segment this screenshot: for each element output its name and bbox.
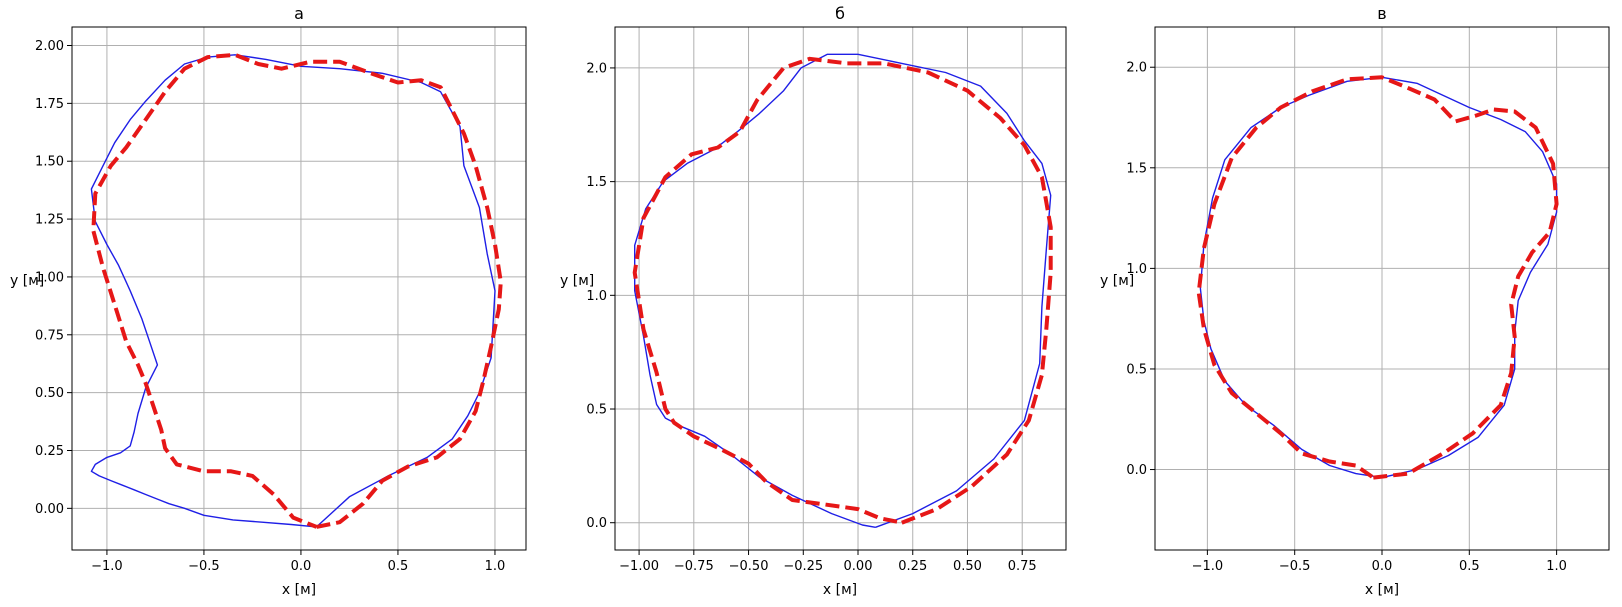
y-tick-label: 1.50 xyxy=(35,155,64,170)
x-tick-label: 1.0 xyxy=(485,559,506,574)
y-tick-label: 1.0 xyxy=(1126,262,1147,277)
x-axis-label: x [м] xyxy=(823,582,857,598)
y-tick-label: 1.25 xyxy=(35,213,64,228)
estimated-trajectory-line xyxy=(91,52,503,529)
subplot-v: в x [м] y [м] −1.0 −0.5 0.0 0.5 1.0 0.0 0.5 1.0… xyxy=(1100,4,1610,598)
x-tick-label: 1.0 xyxy=(1546,559,1567,574)
subplot-a: а x [м] y [м] −1.0 −0.5 0.0 0.5 1.0 0.00 0.25 0… xyxy=(10,4,527,598)
reference-trajectory-line xyxy=(634,53,1052,528)
panel-title: в xyxy=(1377,4,1386,23)
y-tick-label: 1.5 xyxy=(586,175,607,190)
x-tick-label: −1.0 xyxy=(1192,559,1224,574)
y-tick-label: 0.25 xyxy=(35,444,64,459)
x-tick-label: 0.0 xyxy=(291,559,312,574)
y-axis-label: y [м] xyxy=(1100,273,1134,289)
y-tick-label: 0.0 xyxy=(586,516,607,531)
y-tick-label: 1.5 xyxy=(1126,161,1147,176)
x-tick-label: 0.25 xyxy=(898,559,927,574)
x-tick-label: −0.5 xyxy=(1279,559,1311,574)
y-tick-label: 1.75 xyxy=(35,97,64,112)
x-tick-label: 0.0 xyxy=(1372,559,1393,574)
panel-title: б xyxy=(835,4,845,23)
y-tick-label: 1.0 xyxy=(586,289,607,304)
x-axis-label: x [м] xyxy=(282,582,316,598)
y-tick-label: 0.5 xyxy=(1126,362,1147,377)
plot-frame xyxy=(71,26,527,551)
y-axis-label: y [м] xyxy=(560,273,594,289)
reference-trajectory-line xyxy=(90,54,496,528)
panel-title: а xyxy=(294,4,304,23)
x-tick-label: −1.0 xyxy=(91,559,123,574)
x-tick-label: 0.5 xyxy=(1459,559,1480,574)
x-tick-label: −0.50 xyxy=(729,559,769,574)
reference-trajectory-line xyxy=(1199,76,1558,479)
x-tick-label: −0.5 xyxy=(188,559,220,574)
y-tick-label: 2.0 xyxy=(586,61,607,76)
plot-frame xyxy=(614,26,1067,551)
estimated-trajectory-line xyxy=(1196,75,1559,480)
x-tick-label: −0.25 xyxy=(783,559,823,574)
x-tick-label: 0.00 xyxy=(844,559,873,574)
x-tick-label: 0.5 xyxy=(388,559,409,574)
y-tick-label: 0.75 xyxy=(35,328,64,343)
subplot-b: б x [м] y [м] −1.00 −0.75 −0.50 −0.25 0.00 0.… xyxy=(560,4,1067,598)
y-tick-label: 0.0 xyxy=(1126,463,1147,478)
estimated-trajectory-line xyxy=(632,56,1053,525)
x-tick-label: 0.75 xyxy=(1008,559,1037,574)
y-axis-label: y [м] xyxy=(10,273,44,289)
y-tick-label: 0.00 xyxy=(35,502,64,517)
x-tick-label: −0.75 xyxy=(674,559,714,574)
x-tick-label: −1.00 xyxy=(619,559,659,574)
x-axis-label: x [м] xyxy=(1365,582,1399,598)
x-tick-label: 0.50 xyxy=(953,559,982,574)
y-tick-label: 0.5 xyxy=(586,403,607,418)
y-tick-label: 2.00 xyxy=(35,39,64,54)
y-tick-label: 1.00 xyxy=(35,270,64,285)
y-tick-label: 0.50 xyxy=(35,386,64,401)
y-tick-label: 2.0 xyxy=(1126,61,1147,76)
